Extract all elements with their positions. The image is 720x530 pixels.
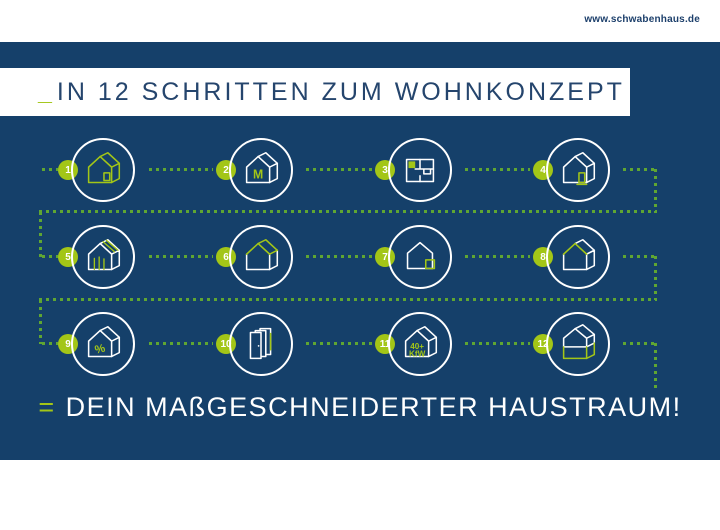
step-3: 3 [375, 138, 500, 202]
dotted-connector [623, 255, 657, 258]
dotted-connector [149, 168, 213, 171]
house-roof-icon [245, 238, 279, 271]
step-number: 1 [65, 164, 71, 176]
footer-bar: STARKE HÄUSER. SEIT 1966. Schwabenhaus [0, 460, 720, 530]
house-gable-icon [562, 238, 596, 271]
dotted-connector [42, 342, 58, 345]
dotted-connector [306, 342, 372, 345]
step-2: 2 M [216, 138, 341, 202]
dotted-connector [39, 212, 42, 257]
dotted-connector [39, 300, 42, 344]
step-icon-circle [546, 138, 610, 202]
step-icon-circle [71, 138, 135, 202]
dotted-connector [623, 342, 657, 345]
dotted-connector [623, 168, 657, 171]
kfw-label-line1: 40+ [410, 342, 424, 351]
step-icon-circle [388, 138, 452, 202]
step-icon-circle [546, 225, 610, 289]
step-icon-circle [71, 225, 135, 289]
step-5: 5 [58, 225, 183, 289]
step-icon-circle [388, 225, 452, 289]
house-extension-icon [406, 241, 436, 270]
step-12: 12 [533, 312, 658, 376]
house-construction-icon [87, 238, 121, 271]
floor-plan-icon [405, 158, 435, 183]
dotted-connector [39, 210, 657, 213]
step-number: 6 [223, 251, 229, 263]
dotted-connector [149, 255, 213, 258]
step-10: 10 [216, 312, 341, 376]
top-bar: www.schwabenhaus.de [0, 0, 720, 42]
step-number: 5 [65, 251, 71, 263]
step-11: 11 40+ KfW [375, 312, 500, 376]
dotted-connector [42, 255, 58, 258]
step-icon-circle: M [229, 138, 293, 202]
step-icon-circle: % [71, 312, 135, 376]
step-8: 8 [533, 225, 658, 289]
website-url[interactable]: www.schwabenhaus.de [584, 14, 700, 25]
dream-house-icon [87, 151, 121, 184]
step-7: 7 [375, 225, 500, 289]
musterhaus-icon: M [245, 151, 279, 184]
tagline: = DEIN MAßGESCHNEIDERTER HAUSTRAUM! [0, 392, 720, 423]
step-number: 9 [65, 338, 71, 350]
step-icon-circle [546, 312, 610, 376]
step-icon-circle [229, 225, 293, 289]
tagline-equals: = [38, 392, 56, 422]
interior-doors-icon [249, 327, 272, 360]
financing-percent-house-icon: % [87, 325, 121, 358]
dotted-connector [39, 298, 657, 301]
house-basement-icon [562, 324, 596, 360]
dotted-connector [654, 256, 657, 300]
step-6: 6 [216, 225, 341, 289]
step-1: 1 [58, 138, 183, 202]
dotted-connector [465, 342, 530, 345]
step-4: 4 [533, 138, 658, 202]
step-number: 2 [223, 164, 229, 176]
title-underscore: _ [38, 77, 55, 106]
page-title: _IN 12 SCHRITTEN ZUM WOHNKONZEPT [0, 78, 625, 107]
dotted-connector [465, 255, 530, 258]
step-number: 8 [540, 251, 546, 263]
dotted-connector [465, 168, 530, 171]
step-9: 9 % [58, 312, 183, 376]
tagline-text: DEIN MAßGESCHNEIDERTER HAUSTRAUM! [65, 392, 682, 422]
dotted-connector [306, 255, 372, 258]
step-number: 10 [220, 338, 232, 350]
step-number: 11 [379, 338, 391, 350]
step-icon-circle: 40+ KfW [388, 312, 452, 376]
percent-label: % [94, 343, 107, 357]
dotted-connector [306, 168, 372, 171]
step-number: 12 [537, 338, 549, 350]
dotted-connector [149, 342, 213, 345]
step-number: 3 [382, 164, 388, 176]
step-number: 7 [382, 251, 388, 263]
kfw-label-line2: KfW [409, 349, 426, 358]
step-number: 4 [540, 164, 546, 176]
house-entrance-door-icon [562, 151, 596, 186]
dotted-connector [654, 343, 657, 390]
dotted-connector [654, 169, 657, 213]
step-icon-circle [229, 312, 293, 376]
musterhaus-m-label: M [253, 168, 263, 182]
kfw-efficiency-house-icon: 40+ KfW [404, 325, 438, 358]
dotted-connector [42, 168, 58, 171]
title-banner: _IN 12 SCHRITTEN ZUM WOHNKONZEPT [0, 68, 630, 116]
page-title-text: IN 12 SCHRITTEN ZUM WOHNKONZEPT [56, 77, 625, 106]
